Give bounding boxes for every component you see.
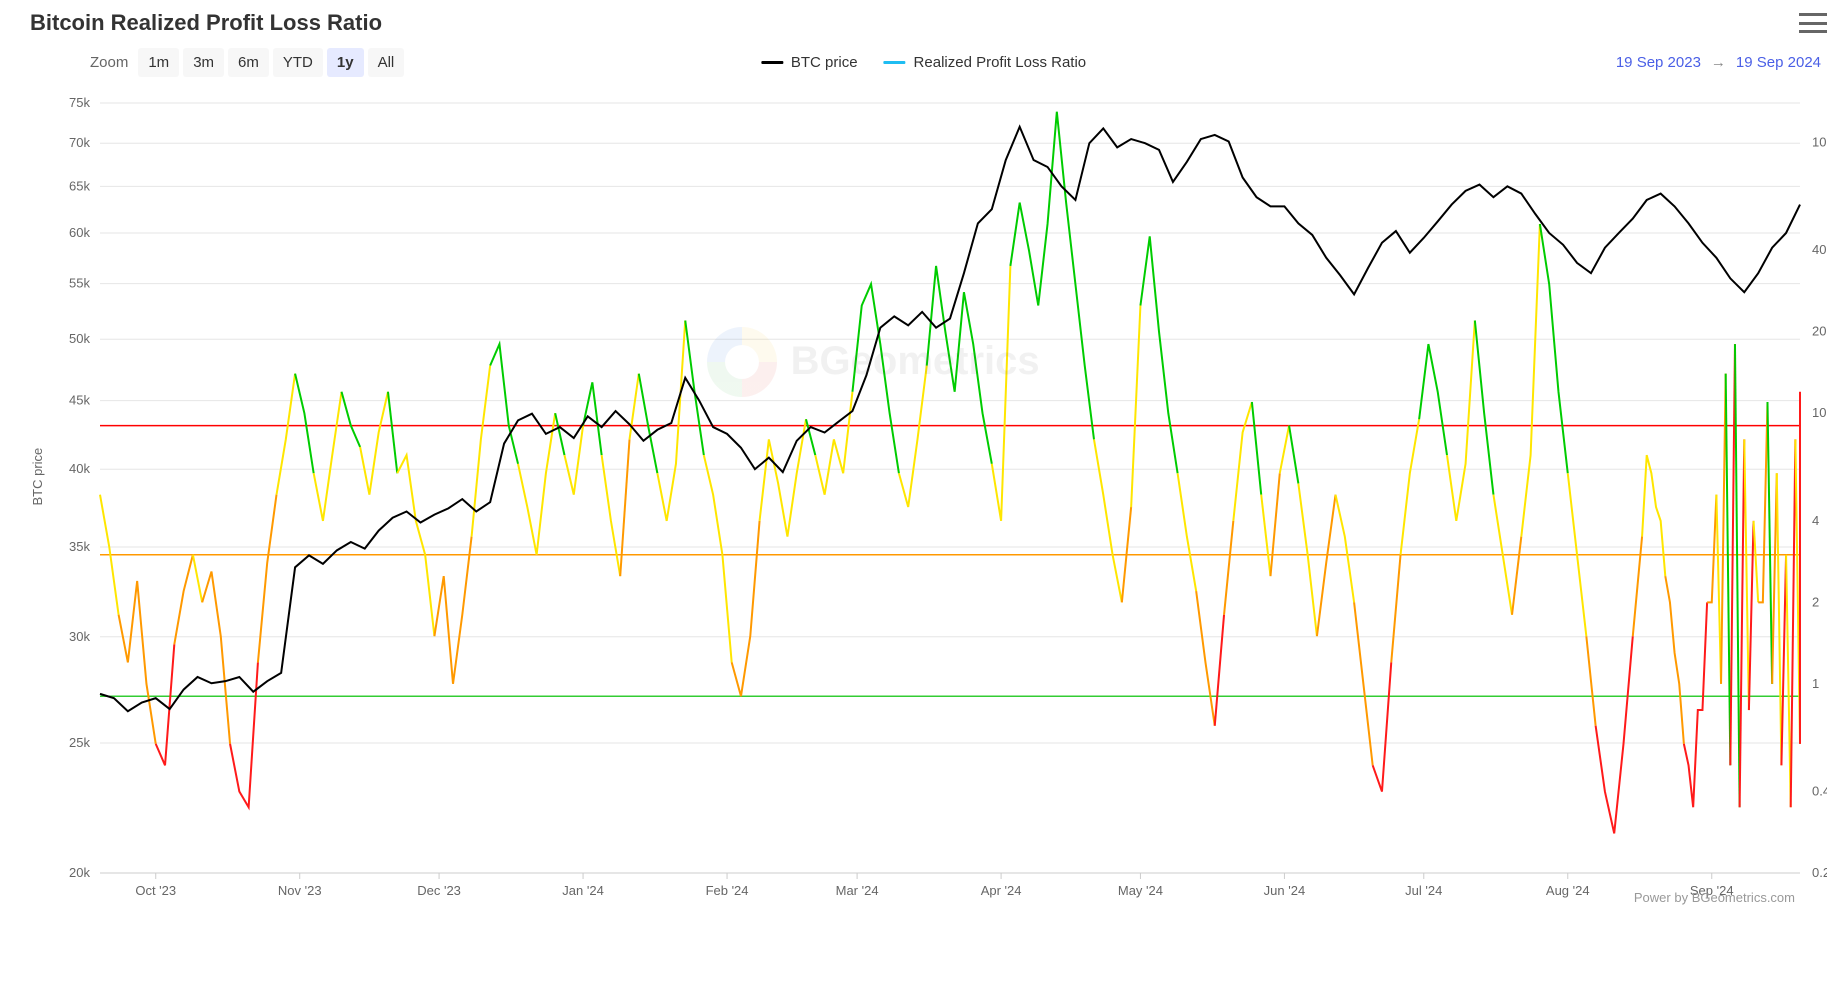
svg-text:0.4: 0.4 — [1812, 784, 1827, 799]
chart-menu-icon[interactable] — [1799, 11, 1827, 35]
svg-text:25k: 25k — [69, 735, 90, 750]
svg-text:Jan '24: Jan '24 — [562, 883, 604, 898]
svg-text:30k: 30k — [69, 629, 90, 644]
svg-text:Aug '24: Aug '24 — [1546, 883, 1590, 898]
svg-text:70k: 70k — [69, 135, 90, 150]
zoom-label: Zoom — [90, 54, 128, 71]
svg-text:65k: 65k — [69, 178, 90, 193]
svg-text:2: 2 — [1812, 594, 1819, 609]
zoom-1m-button[interactable]: 1m — [138, 48, 179, 77]
svg-text:Nov '23: Nov '23 — [278, 883, 322, 898]
svg-text:45k: 45k — [69, 393, 90, 408]
svg-text:4: 4 — [1812, 513, 1819, 528]
svg-text:Dec '23: Dec '23 — [417, 883, 461, 898]
legend-label: BTC price — [791, 54, 858, 71]
chart-area: BGeometrics BTC price 20k 25k 30k 35k 40k 45k… — [20, 83, 1827, 953]
credit-text: Power by BGeometrics.com — [1634, 890, 1795, 905]
svg-text:Jun '24: Jun '24 — [1264, 883, 1306, 898]
legend-swatch-icon — [761, 61, 783, 64]
svg-text:10: 10 — [1812, 405, 1826, 420]
zoom-1y-button[interactable]: 1y — [327, 48, 364, 77]
legend-item-0[interactable]: BTC price — [761, 54, 858, 71]
svg-text:20k: 20k — [69, 865, 90, 880]
svg-text:0.2: 0.2 — [1812, 865, 1827, 880]
arrow-right-icon: → — [1711, 54, 1726, 71]
y-left-title: BTC price — [30, 448, 45, 506]
svg-text:Feb '24: Feb '24 — [706, 883, 749, 898]
legend-label: Realized Profit Loss Ratio — [914, 54, 1087, 71]
watermark: BGeometrics — [707, 327, 1040, 397]
svg-text:May '24: May '24 — [1118, 883, 1163, 898]
legend-item-1[interactable]: Realized Profit Loss Ratio — [884, 54, 1087, 71]
svg-text:40: 40 — [1812, 242, 1826, 257]
date-from[interactable]: 19 Sep 2023 — [1616, 54, 1701, 71]
legend-swatch-icon — [884, 61, 906, 64]
svg-text:50k: 50k — [69, 331, 90, 346]
svg-text:75k: 75k — [69, 95, 90, 110]
svg-text:55k: 55k — [69, 276, 90, 291]
date-range[interactable]: 19 Sep 2023 → 19 Sep 2024 — [1616, 54, 1821, 71]
date-to[interactable]: 19 Sep 2024 — [1736, 54, 1821, 71]
zoom-3m-button[interactable]: 3m — [183, 48, 224, 77]
svg-text:60k: 60k — [69, 225, 90, 240]
svg-text:Jul '24: Jul '24 — [1405, 883, 1442, 898]
svg-text:35k: 35k — [69, 539, 90, 554]
zoom-ytd-button[interactable]: YTD — [273, 48, 323, 77]
toolbar: Zoom 1m3m6mYTD1yAll BTC price Realized Pr… — [20, 42, 1827, 83]
zoom-all-button[interactable]: All — [368, 48, 405, 77]
zoom-6m-button[interactable]: 6m — [228, 48, 269, 77]
svg-text:1: 1 — [1812, 676, 1819, 691]
svg-text:100: 100 — [1812, 135, 1827, 150]
svg-text:Mar '24: Mar '24 — [836, 883, 879, 898]
chart-title: Bitcoin Realized Profit Loss Ratio — [30, 10, 382, 36]
svg-text:40k: 40k — [69, 461, 90, 476]
svg-text:Oct '23: Oct '23 — [135, 883, 176, 898]
svg-text:Apr '24: Apr '24 — [981, 883, 1022, 898]
legend: BTC price Realized Profit Loss Ratio — [761, 54, 1086, 71]
svg-text:20: 20 — [1812, 324, 1826, 339]
